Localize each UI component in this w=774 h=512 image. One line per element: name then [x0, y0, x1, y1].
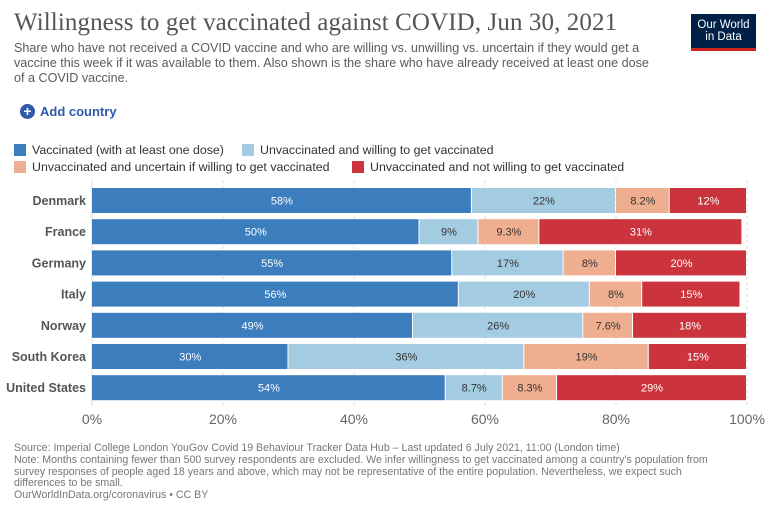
legend-swatch-not-willing — [352, 161, 364, 173]
x-tick-label-80: 80% — [602, 411, 630, 427]
x-tick-label-100: 100% — [729, 411, 765, 427]
bar-label-italy-s0: 56% — [264, 289, 286, 301]
bar-label-norway-s0: 49% — [241, 320, 263, 332]
bar-label-south-korea-s2: 19% — [576, 352, 598, 364]
x-tick-label-20: 20% — [209, 411, 237, 427]
bar-italy-s2 — [589, 281, 642, 307]
bar-label-france-s2: 9.3% — [496, 227, 521, 239]
legend-label-uncertain: Unvaccinated and uncertain if willing to… — [32, 160, 330, 174]
y-label-south-korea: South Korea — [12, 350, 87, 364]
logo-line-1: Our World — [697, 19, 750, 31]
bar-norway-s1 — [412, 312, 583, 338]
y-label-denmark: Denmark — [33, 194, 87, 208]
plus-circle-icon: + — [20, 104, 35, 119]
footer-note: Note: Months containing fewer than 500 s… — [14, 453, 708, 490]
bar-label-germany-s3: 20% — [670, 258, 692, 270]
bar-label-france-s1: 9% — [441, 227, 457, 239]
bar-norway-s0 — [92, 312, 412, 338]
bar-label-denmark-s1: 22% — [533, 196, 555, 208]
bar-norway-s3 — [633, 312, 746, 338]
bar-france-s0 — [92, 219, 419, 245]
bar-label-united-states-s0: 54% — [258, 383, 280, 395]
bar-united-states-s1 — [445, 375, 502, 401]
bar-france-s3 — [539, 219, 742, 245]
legend-label-willing: Unvaccinated and willing to get vaccinat… — [260, 143, 494, 157]
bar-germany-s1 — [452, 250, 563, 276]
bar-italy-s3 — [642, 281, 740, 307]
x-tick-label-40: 40% — [340, 411, 368, 427]
y-label-norway: Norway — [41, 319, 86, 333]
legend-item-not-willing[interactable]: Unvaccinated and not willing to get vacc… — [352, 160, 624, 174]
bar-italy-s1 — [458, 281, 589, 307]
bar-label-united-states-s1: 8.7% — [462, 383, 487, 395]
x-tick-label-60: 60% — [471, 411, 499, 427]
legend-swatch-uncertain — [14, 161, 26, 173]
bar-label-germany-s0: 55% — [261, 258, 283, 270]
bar-label-italy-s1: 20% — [513, 289, 535, 301]
bar-south-korea-s0 — [92, 344, 288, 369]
legend-swatch-vaccinated — [14, 144, 26, 156]
chart-title: Willingness to get vaccinated against CO… — [14, 9, 618, 36]
logo-accent-bar — [691, 48, 756, 51]
bar-united-states-s3 — [557, 375, 746, 401]
bar-south-korea-s2 — [524, 344, 648, 369]
legend-item-uncertain[interactable]: Unvaccinated and uncertain if willing to… — [14, 160, 330, 174]
bar-label-south-korea-s1: 36% — [395, 352, 417, 364]
logo-line-2: in Data — [705, 31, 742, 43]
owid-logo[interactable]: Our World in Data — [691, 14, 756, 51]
bar-france-s2 — [478, 219, 539, 245]
y-label-united-states: United States — [6, 381, 86, 395]
legend-item-willing[interactable]: Unvaccinated and willing to get vaccinat… — [242, 143, 494, 157]
bar-label-denmark-s3: 12% — [697, 196, 719, 208]
footer-source: Source: Imperial College London YouGov C… — [14, 442, 620, 454]
bar-norway-s2 — [583, 312, 633, 338]
bar-label-south-korea-s0: 30% — [179, 352, 201, 364]
legend-label-vaccinated: Vaccinated (with at least one dose) — [32, 143, 224, 157]
y-label-france: France — [45, 225, 86, 239]
chart-footer: Source: Imperial College London YouGov C… — [14, 442, 734, 502]
bar-label-south-korea-s3: 15% — [687, 352, 709, 364]
bar-denmark-s0 — [92, 188, 471, 213]
bar-united-states-s2 — [502, 375, 557, 401]
add-country-button[interactable]: + Add country — [20, 104, 117, 119]
legend-item-vaccinated[interactable]: Vaccinated (with at least one dose) — [14, 143, 224, 157]
y-label-germany: Germany — [32, 256, 86, 270]
bar-denmark-s3 — [669, 188, 746, 213]
bar-france-s1 — [419, 219, 478, 245]
bar-label-italy-s3: 15% — [680, 289, 702, 301]
bar-label-denmark-s2: 8.2% — [630, 196, 655, 208]
bar-united-states-s0 — [92, 375, 445, 401]
bar-label-united-states-s3: 29% — [641, 383, 663, 395]
bar-label-norway-s3: 18% — [679, 320, 701, 332]
bar-south-korea-s3 — [648, 344, 746, 369]
bar-label-italy-s2: 8% — [608, 289, 624, 301]
bar-label-germany-s2: 8% — [582, 258, 598, 270]
bar-south-korea-s1 — [288, 344, 524, 369]
bar-italy-s0 — [92, 281, 458, 307]
y-label-italy: Italy — [61, 288, 86, 302]
bar-denmark-s1 — [471, 188, 615, 213]
legend-label-not-willing: Unvaccinated and not willing to get vacc… — [370, 160, 625, 174]
bar-label-denmark-s0: 58% — [271, 196, 293, 208]
x-tick-label-0: 0% — [82, 411, 102, 427]
bar-label-france-s3: 31% — [630, 227, 652, 239]
bar-label-norway-s1: 26% — [487, 320, 509, 332]
bar-germany-s2 — [563, 250, 615, 276]
bar-denmark-s2 — [616, 188, 669, 213]
bar-label-united-states-s2: 8.3% — [517, 383, 542, 395]
add-country-label: Add country — [40, 104, 117, 119]
legend-swatch-willing — [242, 144, 254, 156]
bar-label-france-s0: 50% — [245, 227, 267, 239]
stacked-bar-chart: Denmark 58% 22% 8.2% 12% France 50% 9% 9.3% 31% Ge… — [6, 180, 765, 427]
chart-subtitle: Share who have not received a COVID vacc… — [14, 41, 649, 85]
bar-label-germany-s1: 17% — [497, 258, 519, 270]
bar-germany-s0 — [92, 250, 452, 276]
bar-label-norway-s2: 7.6% — [596, 320, 621, 332]
bar-germany-s3 — [616, 250, 746, 276]
footer-license[interactable]: OurWorldInData.org/coronavirus • CC BY — [14, 489, 209, 502]
